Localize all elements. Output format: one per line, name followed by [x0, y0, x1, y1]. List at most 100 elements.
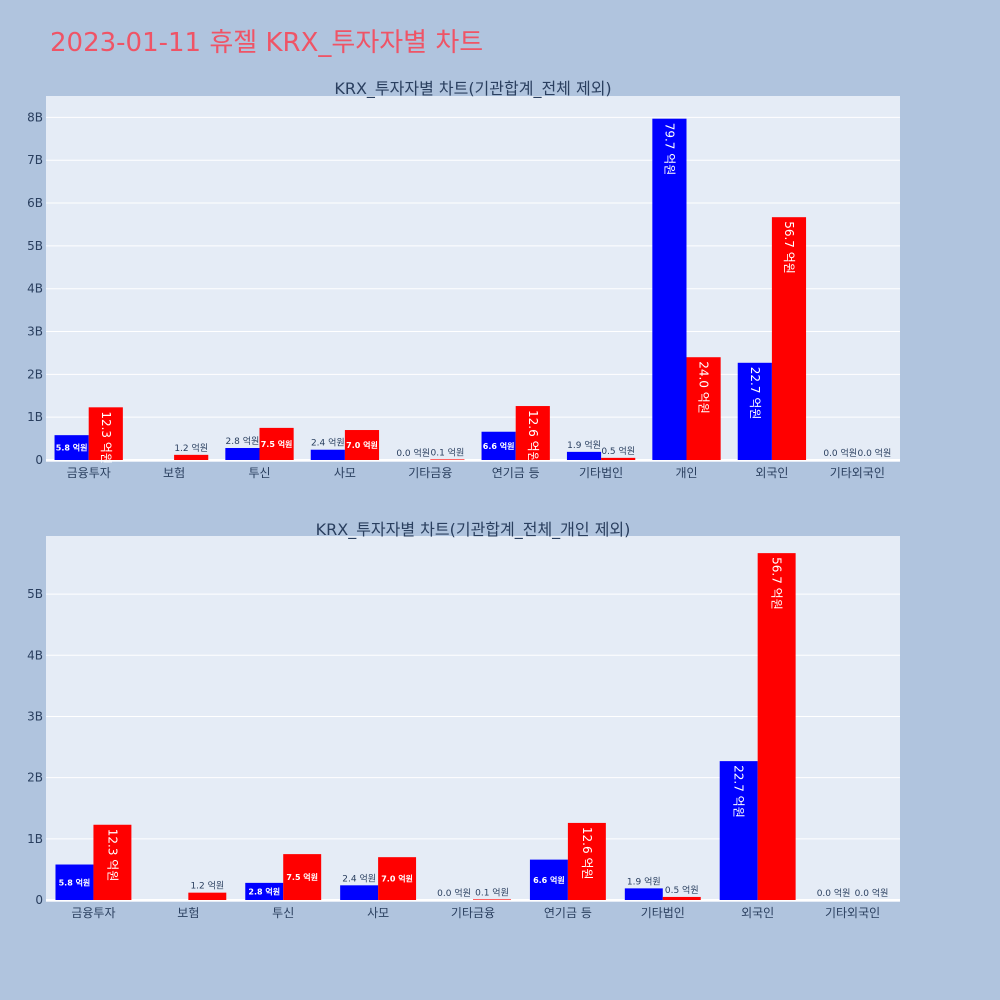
- data-label: 0.1 억원: [475, 886, 509, 898]
- chart-2: 0 1B 2B 3B 4B 5B KRX_투자자별 차트(기관합계_전체_개인 제외) 금융투…: [27, 520, 900, 920]
- x-tick-label: 외국인: [741, 906, 774, 920]
- data-label: 0.5 억원: [665, 884, 699, 896]
- x-tick-label: 연기금 등: [544, 906, 592, 920]
- x-tick-label: 사모: [334, 466, 356, 480]
- y-tick-label: 0: [35, 453, 43, 467]
- chart-1: 0 1B 2B 3B 4B 5B 6B 7B 8B KRX_투자자별 차트(기관합계_전체 제외)…: [27, 79, 900, 480]
- data-label: 56.7 억원: [770, 557, 784, 610]
- x-tick-label: 사모: [367, 906, 389, 920]
- y-tick-label: 1B: [27, 410, 43, 424]
- data-label: 22.7 억원: [748, 367, 762, 420]
- y-tick-label: 7B: [27, 153, 43, 167]
- data-label: 0.0 억원: [396, 447, 430, 459]
- data-label: 0.0 억원: [823, 447, 857, 459]
- bar: [93, 824, 132, 900]
- bar: [529, 859, 568, 900]
- x-tick-label: 기타외국인: [830, 466, 885, 480]
- bar: [344, 430, 380, 460]
- bar: [378, 857, 417, 900]
- bar: [757, 553, 796, 900]
- data-label: 5.8 억원: [59, 877, 91, 887]
- data-label: 1.2 억원: [190, 880, 224, 892]
- y-tick-label: 6B: [27, 196, 43, 210]
- y-tick-label: 4B: [27, 282, 43, 296]
- data-label: 0.0 억원: [855, 887, 889, 899]
- data-label: 22.7 억원: [732, 765, 746, 818]
- x-tick-label: 금융투자: [67, 466, 111, 480]
- y-tick-label: 2B: [27, 367, 43, 381]
- bar: [283, 854, 322, 900]
- x-tick-label: 외국인: [755, 466, 788, 480]
- x-tick-label: 보험: [163, 466, 185, 480]
- data-label: 6.6 억원: [483, 441, 515, 451]
- bar: [174, 454, 209, 460]
- bar: [340, 885, 379, 900]
- data-label: 1.9 억원: [567, 439, 601, 451]
- data-label: 1.2 억원: [174, 442, 208, 454]
- x-tick-label: 기타법인: [579, 466, 623, 480]
- bar: [719, 761, 758, 900]
- bar: [567, 822, 606, 900]
- y-tick-label: 4B: [27, 648, 43, 662]
- y-tick-label: 3B: [27, 325, 43, 339]
- data-label: 12.6 억원: [526, 410, 540, 463]
- bar: [54, 435, 89, 460]
- x-tick-label: 개인: [675, 466, 697, 480]
- data-label: 0.0 억원: [858, 447, 892, 459]
- data-label: 5.8 억원: [56, 443, 88, 453]
- chart-title: KRX_투자자별 차트(기관합계_전체_개인 제외): [316, 520, 631, 540]
- x-tick-label: 기타금융: [408, 466, 452, 480]
- data-label: 0.0 억원: [817, 887, 851, 899]
- x-tick-label: 연기금 등: [492, 466, 540, 480]
- bar: [225, 448, 260, 460]
- bar: [737, 362, 772, 460]
- page-title: 2023-01-11 휴젤 KRX_투자자별 차트: [50, 28, 484, 58]
- x-tick-label: 금융투자: [71, 906, 115, 920]
- data-label: 0.5 억원: [601, 445, 635, 457]
- bar: [88, 407, 123, 460]
- bar: [188, 892, 227, 900]
- bar: [473, 899, 511, 900]
- x-tick-label: 보험: [177, 906, 199, 920]
- data-label: 12.6 억원: [580, 827, 594, 880]
- data-label: 0.1 억원: [431, 447, 465, 459]
- bar: [259, 427, 294, 460]
- y-tick-label: 8B: [27, 110, 43, 124]
- data-label: 2.4 억원: [342, 872, 376, 884]
- x-tick-label: 기타법인: [641, 906, 685, 920]
- x-tick-label: 기타외국인: [825, 906, 880, 920]
- data-label: 79.7 억원: [662, 123, 676, 176]
- bar: [662, 896, 701, 900]
- bar: [430, 459, 465, 460]
- bar: [624, 888, 663, 900]
- data-label: 7.0 억원: [346, 440, 378, 450]
- y-tick-label: 5B: [27, 587, 43, 601]
- chart-title: KRX_투자자별 차트(기관합계_전체 제외): [334, 79, 611, 99]
- y-tick-label: 0: [35, 893, 43, 907]
- bar: [771, 217, 807, 460]
- x-tick-label: 투신: [272, 906, 294, 920]
- data-label: 0.0 억원: [437, 887, 471, 899]
- y-tick-label: 1B: [27, 832, 43, 846]
- y-tick-label: 5B: [27, 239, 43, 253]
- bar: [515, 406, 550, 460]
- data-label: 12.3 억원: [105, 829, 119, 882]
- bar: [245, 882, 284, 900]
- data-label: 6.6 억원: [533, 875, 565, 885]
- data-label: 12.3 억원: [99, 411, 113, 464]
- bar: [55, 864, 94, 900]
- x-tick-label: 투신: [248, 466, 270, 480]
- data-label: 1.9 억원: [627, 875, 661, 887]
- data-label: 7.5 억원: [261, 439, 293, 449]
- data-label: 2.8 억원: [248, 886, 280, 896]
- data-label: 7.0 억원: [381, 874, 413, 884]
- bar: [686, 357, 721, 460]
- y-tick-label: 2B: [27, 771, 43, 785]
- data-label: 7.5 억원: [286, 872, 318, 882]
- y-tick-label: 3B: [27, 709, 43, 723]
- bar: [652, 118, 687, 460]
- x-tick-label: 기타금융: [451, 906, 495, 920]
- data-label: 24.0 억원: [697, 361, 711, 414]
- bar: [566, 451, 602, 460]
